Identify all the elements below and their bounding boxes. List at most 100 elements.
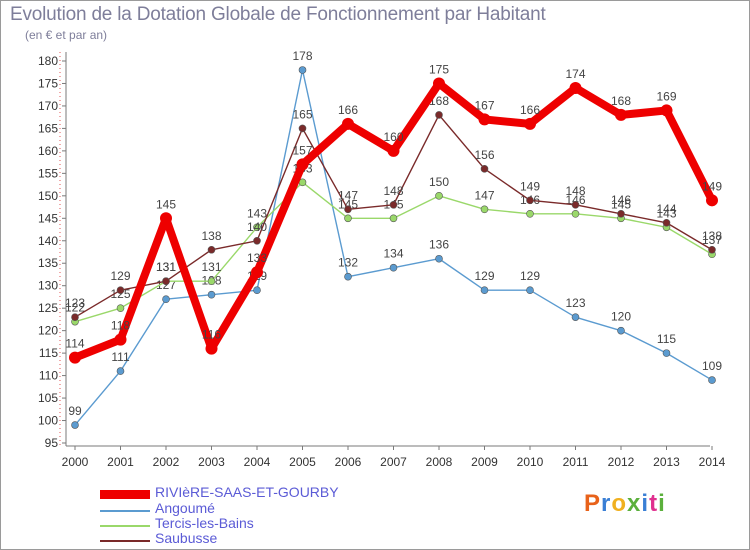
x-tick-label: 2011 xyxy=(563,455,589,469)
y-tick-label: 125 xyxy=(38,301,58,315)
legend-swatch xyxy=(100,490,150,499)
y-tick-label: 100 xyxy=(38,414,58,428)
data-point xyxy=(162,295,170,303)
data-label: 134 xyxy=(383,247,403,261)
data-label: 137 xyxy=(702,233,722,247)
data-label: 122 xyxy=(65,301,85,315)
proxiti-logo: Proxiti xyxy=(584,490,666,518)
data-point xyxy=(526,210,534,218)
data-label: 125 xyxy=(110,287,130,301)
logo-letter: P xyxy=(584,490,602,517)
data-label: 143 xyxy=(247,206,267,220)
data-point xyxy=(298,66,307,74)
x-tick-label: 2000 xyxy=(62,455,89,469)
data-point xyxy=(480,165,489,173)
data-label: 169 xyxy=(656,89,676,103)
data-label: 138 xyxy=(201,229,221,243)
data-point xyxy=(69,351,81,364)
data-label: 166 xyxy=(520,103,540,117)
y-tick-label: 115 xyxy=(39,346,58,360)
logo-letter: r xyxy=(601,490,612,517)
logo-letter: t xyxy=(649,490,659,517)
data-point xyxy=(389,263,398,272)
data-point xyxy=(617,326,625,335)
data-label: 147 xyxy=(338,188,358,202)
data-label: 143 xyxy=(656,206,676,220)
data-label: 131 xyxy=(156,260,176,274)
y-tick-label: 150 xyxy=(38,189,58,203)
data-point xyxy=(207,245,216,254)
y-tick-label: 155 xyxy=(38,166,58,180)
data-point xyxy=(71,421,79,429)
y-tick-label: 105 xyxy=(38,391,58,405)
logo-letter: i xyxy=(641,490,650,517)
data-label: 145 xyxy=(156,197,176,211)
x-tick-label: 2009 xyxy=(471,455,498,469)
data-point xyxy=(389,214,398,223)
data-point xyxy=(569,81,582,94)
data-point xyxy=(342,117,354,130)
y-tick-label: 140 xyxy=(38,234,58,248)
x-tick-label: 2008 xyxy=(426,455,453,469)
y-tick-label: 165 xyxy=(38,121,58,135)
data-point xyxy=(114,333,127,346)
data-point xyxy=(571,313,580,321)
legend-label: RIVIèRE-SAAS-ET-GOURBY xyxy=(155,484,339,500)
data-point xyxy=(253,223,261,232)
data-point xyxy=(524,117,536,130)
data-point xyxy=(526,196,534,205)
data-point xyxy=(708,245,716,254)
data-point xyxy=(71,313,79,321)
data-label: 150 xyxy=(429,175,449,189)
data-label: 145 xyxy=(611,197,631,211)
data-label: 131 xyxy=(156,260,176,274)
legend-swatch xyxy=(100,525,150,527)
data-point xyxy=(706,194,718,207)
data-label: 160 xyxy=(383,130,403,144)
y-tick-label: 110 xyxy=(39,369,58,383)
data-label: 129 xyxy=(110,269,130,283)
y-tick-label: 130 xyxy=(38,279,58,293)
data-label: 175 xyxy=(429,62,449,76)
data-point xyxy=(253,236,261,245)
x-tick-label: 2013 xyxy=(653,455,680,469)
data-point xyxy=(480,205,489,214)
legend-swatch xyxy=(100,510,150,512)
x-tick-label: 2001 xyxy=(107,455,134,469)
y-tick-label: 175 xyxy=(38,76,58,90)
logo-letter: i xyxy=(658,490,666,517)
x-tick-label: 2006 xyxy=(335,455,362,469)
data-label: 144 xyxy=(656,202,676,216)
plot-area: 9911112712812917813213413612912912312011… xyxy=(65,49,722,429)
data-point xyxy=(571,201,580,209)
axes: 95 100 105 110 115 120 125 130 135 140 145 150 155 16… xyxy=(38,52,726,469)
data-point xyxy=(387,144,400,157)
data-point xyxy=(435,254,443,263)
data-label: 148 xyxy=(565,184,585,198)
legend-item: RIVIèRE-SAAS-ET-GOURBY xyxy=(100,484,400,502)
legend-label: Saubusse xyxy=(155,530,218,546)
data-point xyxy=(207,277,216,286)
data-label: 129 xyxy=(474,269,494,283)
data-label: 132 xyxy=(338,256,358,270)
data-label: 131 xyxy=(201,260,221,274)
data-label: 146 xyxy=(565,193,585,207)
data-point xyxy=(207,290,216,299)
legend-item: Tercis-les-Bains xyxy=(100,515,400,533)
legend-item: Angoumé xyxy=(100,500,400,518)
y-tick-label: 180 xyxy=(38,54,58,68)
data-label: 140 xyxy=(247,220,267,234)
data-point xyxy=(296,158,309,171)
data-label: 167 xyxy=(474,98,494,112)
legend-swatch xyxy=(100,540,150,542)
data-point xyxy=(708,376,716,384)
data-label: 133 xyxy=(247,251,267,265)
data-point xyxy=(253,286,261,295)
data-label: 166 xyxy=(338,103,358,117)
x-tick-label: 2010 xyxy=(517,455,544,469)
data-label: 99 xyxy=(68,404,82,418)
data-label: 123 xyxy=(565,296,585,310)
data-point xyxy=(116,304,125,312)
data-point xyxy=(162,277,170,286)
